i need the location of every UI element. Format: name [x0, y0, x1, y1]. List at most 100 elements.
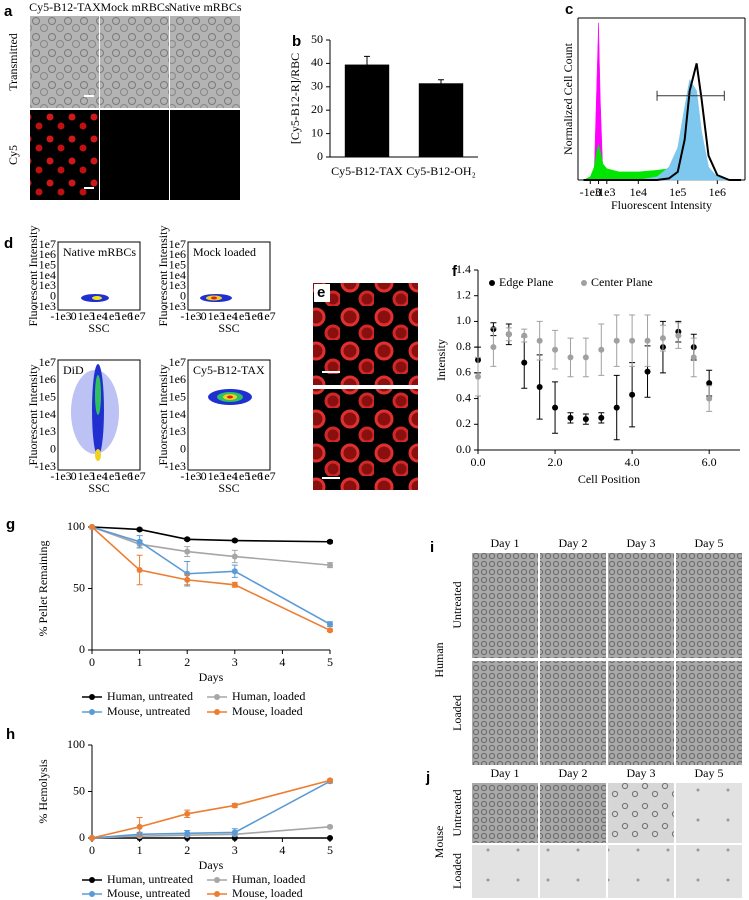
point [521, 359, 528, 366]
y-tick-label: 1e7 [39, 355, 56, 369]
x-axis-label: Days [199, 670, 224, 684]
x-tick-label: -1e3 [50, 469, 71, 483]
x-tick-label: 1e5 [103, 309, 120, 323]
row-label: Untreated [450, 581, 464, 628]
line [91, 526, 331, 632]
y-tick-label: 1e5 [169, 257, 186, 271]
legend-label: Mouse, untreated [107, 886, 190, 900]
density-blob [92, 296, 102, 300]
column-label: Cy5-B12-TAX [29, 0, 101, 14]
y-axis-label: Fluorescent Intensity [156, 365, 170, 466]
y-tick-label: 1.0 [456, 313, 471, 327]
x-tick-label: 1e4 [630, 185, 647, 199]
y-tick-label: 50 [311, 32, 323, 46]
x-tick-label: 1e4 [220, 469, 237, 483]
y-tick-label: 0.8 [456, 339, 471, 353]
point [659, 335, 666, 342]
legend-marker [581, 280, 587, 286]
x-tick-label: 0 [89, 843, 95, 857]
error-bar [438, 79, 444, 88]
row-label: Transmitted [6, 33, 20, 91]
y-axis-label: Fluorescent Intensity [26, 226, 40, 327]
legend-label: Edge Plane [499, 275, 553, 289]
y-tick-label: 1e5 [169, 389, 186, 403]
y-tick-label: 0 [79, 642, 85, 656]
y-tick-label: 100 [67, 737, 85, 751]
point [89, 835, 95, 841]
y-tick-label: 1.2 [456, 287, 471, 301]
x-tick-label: 1e5 [103, 469, 120, 483]
panel-letter: c [565, 1, 573, 18]
x-tick-label: 1e4 [90, 469, 107, 483]
panel-a-images [30, 16, 240, 200]
micrograph [676, 845, 742, 898]
x-tick-label: 6.0 [702, 455, 717, 469]
point [598, 346, 605, 353]
y-tick-label: 1e3 [169, 278, 186, 292]
point [327, 538, 333, 545]
x-tick-label: -1e3 [180, 469, 201, 483]
legend-label: Mouse, loaded [232, 886, 303, 900]
panel-d-plots [57, 241, 271, 471]
histogram [583, 78, 742, 181]
x-tick-label: 1e6 [709, 185, 726, 199]
legend-marker [89, 694, 95, 700]
micrograph [472, 783, 538, 843]
column-label: Native mRBCs [168, 0, 241, 14]
column-label: Day 3 [627, 536, 656, 550]
letter-box [314, 284, 330, 302]
x-axis-label: SSC [88, 321, 109, 335]
x-tick-label: 0 [89, 655, 95, 669]
x-tick-label: 1e5 [233, 469, 250, 483]
x-tick-label: 3 [232, 843, 238, 857]
micrograph [170, 110, 240, 200]
micrograph [608, 553, 674, 658]
panel-letter: g [6, 516, 15, 533]
y-axis-label: [Cy5-B12-R]/RBC [288, 53, 302, 144]
point [582, 354, 589, 361]
plot-title: Native mRBCs [63, 245, 136, 259]
bar [418, 83, 464, 157]
plot-frame [187, 241, 271, 311]
legend-label: Human, untreated [107, 872, 193, 886]
histogram [583, 63, 742, 181]
point [136, 567, 143, 574]
x-tick-label: 1e7 [258, 469, 275, 483]
x-tick-label: 0 [71, 469, 77, 483]
row-label: Cy5 [6, 145, 20, 165]
column-label: Day 1 [491, 536, 520, 550]
point [644, 368, 651, 375]
x-tick-label: 1e3 [78, 469, 95, 483]
micrograph [540, 553, 606, 658]
y-tick-label: 1e3 [39, 424, 56, 438]
x-tick-label: 1 [137, 843, 143, 857]
point [184, 810, 191, 817]
panel-letter: h [6, 726, 15, 743]
point [327, 621, 333, 628]
micrograph [472, 553, 538, 658]
bar [344, 64, 390, 157]
x-tick-label: 4 [279, 655, 285, 669]
legend-marker [214, 694, 220, 700]
y-tick-label: 20 [311, 102, 323, 116]
legend-marker [214, 709, 220, 715]
y-tick-label: 1e4 [169, 268, 186, 282]
x-tick-label: 1e5 [233, 309, 250, 323]
point [136, 538, 143, 545]
x-tick-label: 1e6 [116, 469, 133, 483]
row-label: Loaded [450, 695, 464, 731]
y-tick-label: 50 [73, 783, 85, 797]
y-tick-label: -1e3 [165, 459, 186, 473]
column-label: Mock mRBCs [100, 0, 169, 14]
y-tick-label: 1e7 [169, 237, 186, 251]
point [629, 337, 636, 344]
x-axis-label: Days [199, 858, 224, 872]
y-tick-label: 0.6 [456, 365, 471, 379]
y-tick-label: 30 [311, 79, 323, 93]
micrograph [100, 110, 169, 200]
plot-title: Mock loaded [193, 245, 256, 259]
column-label: Day 1 [491, 766, 520, 780]
row-label: Untreated [450, 789, 464, 836]
y-axis-label: Intensity [434, 339, 448, 381]
panel-letter: i [430, 539, 434, 556]
